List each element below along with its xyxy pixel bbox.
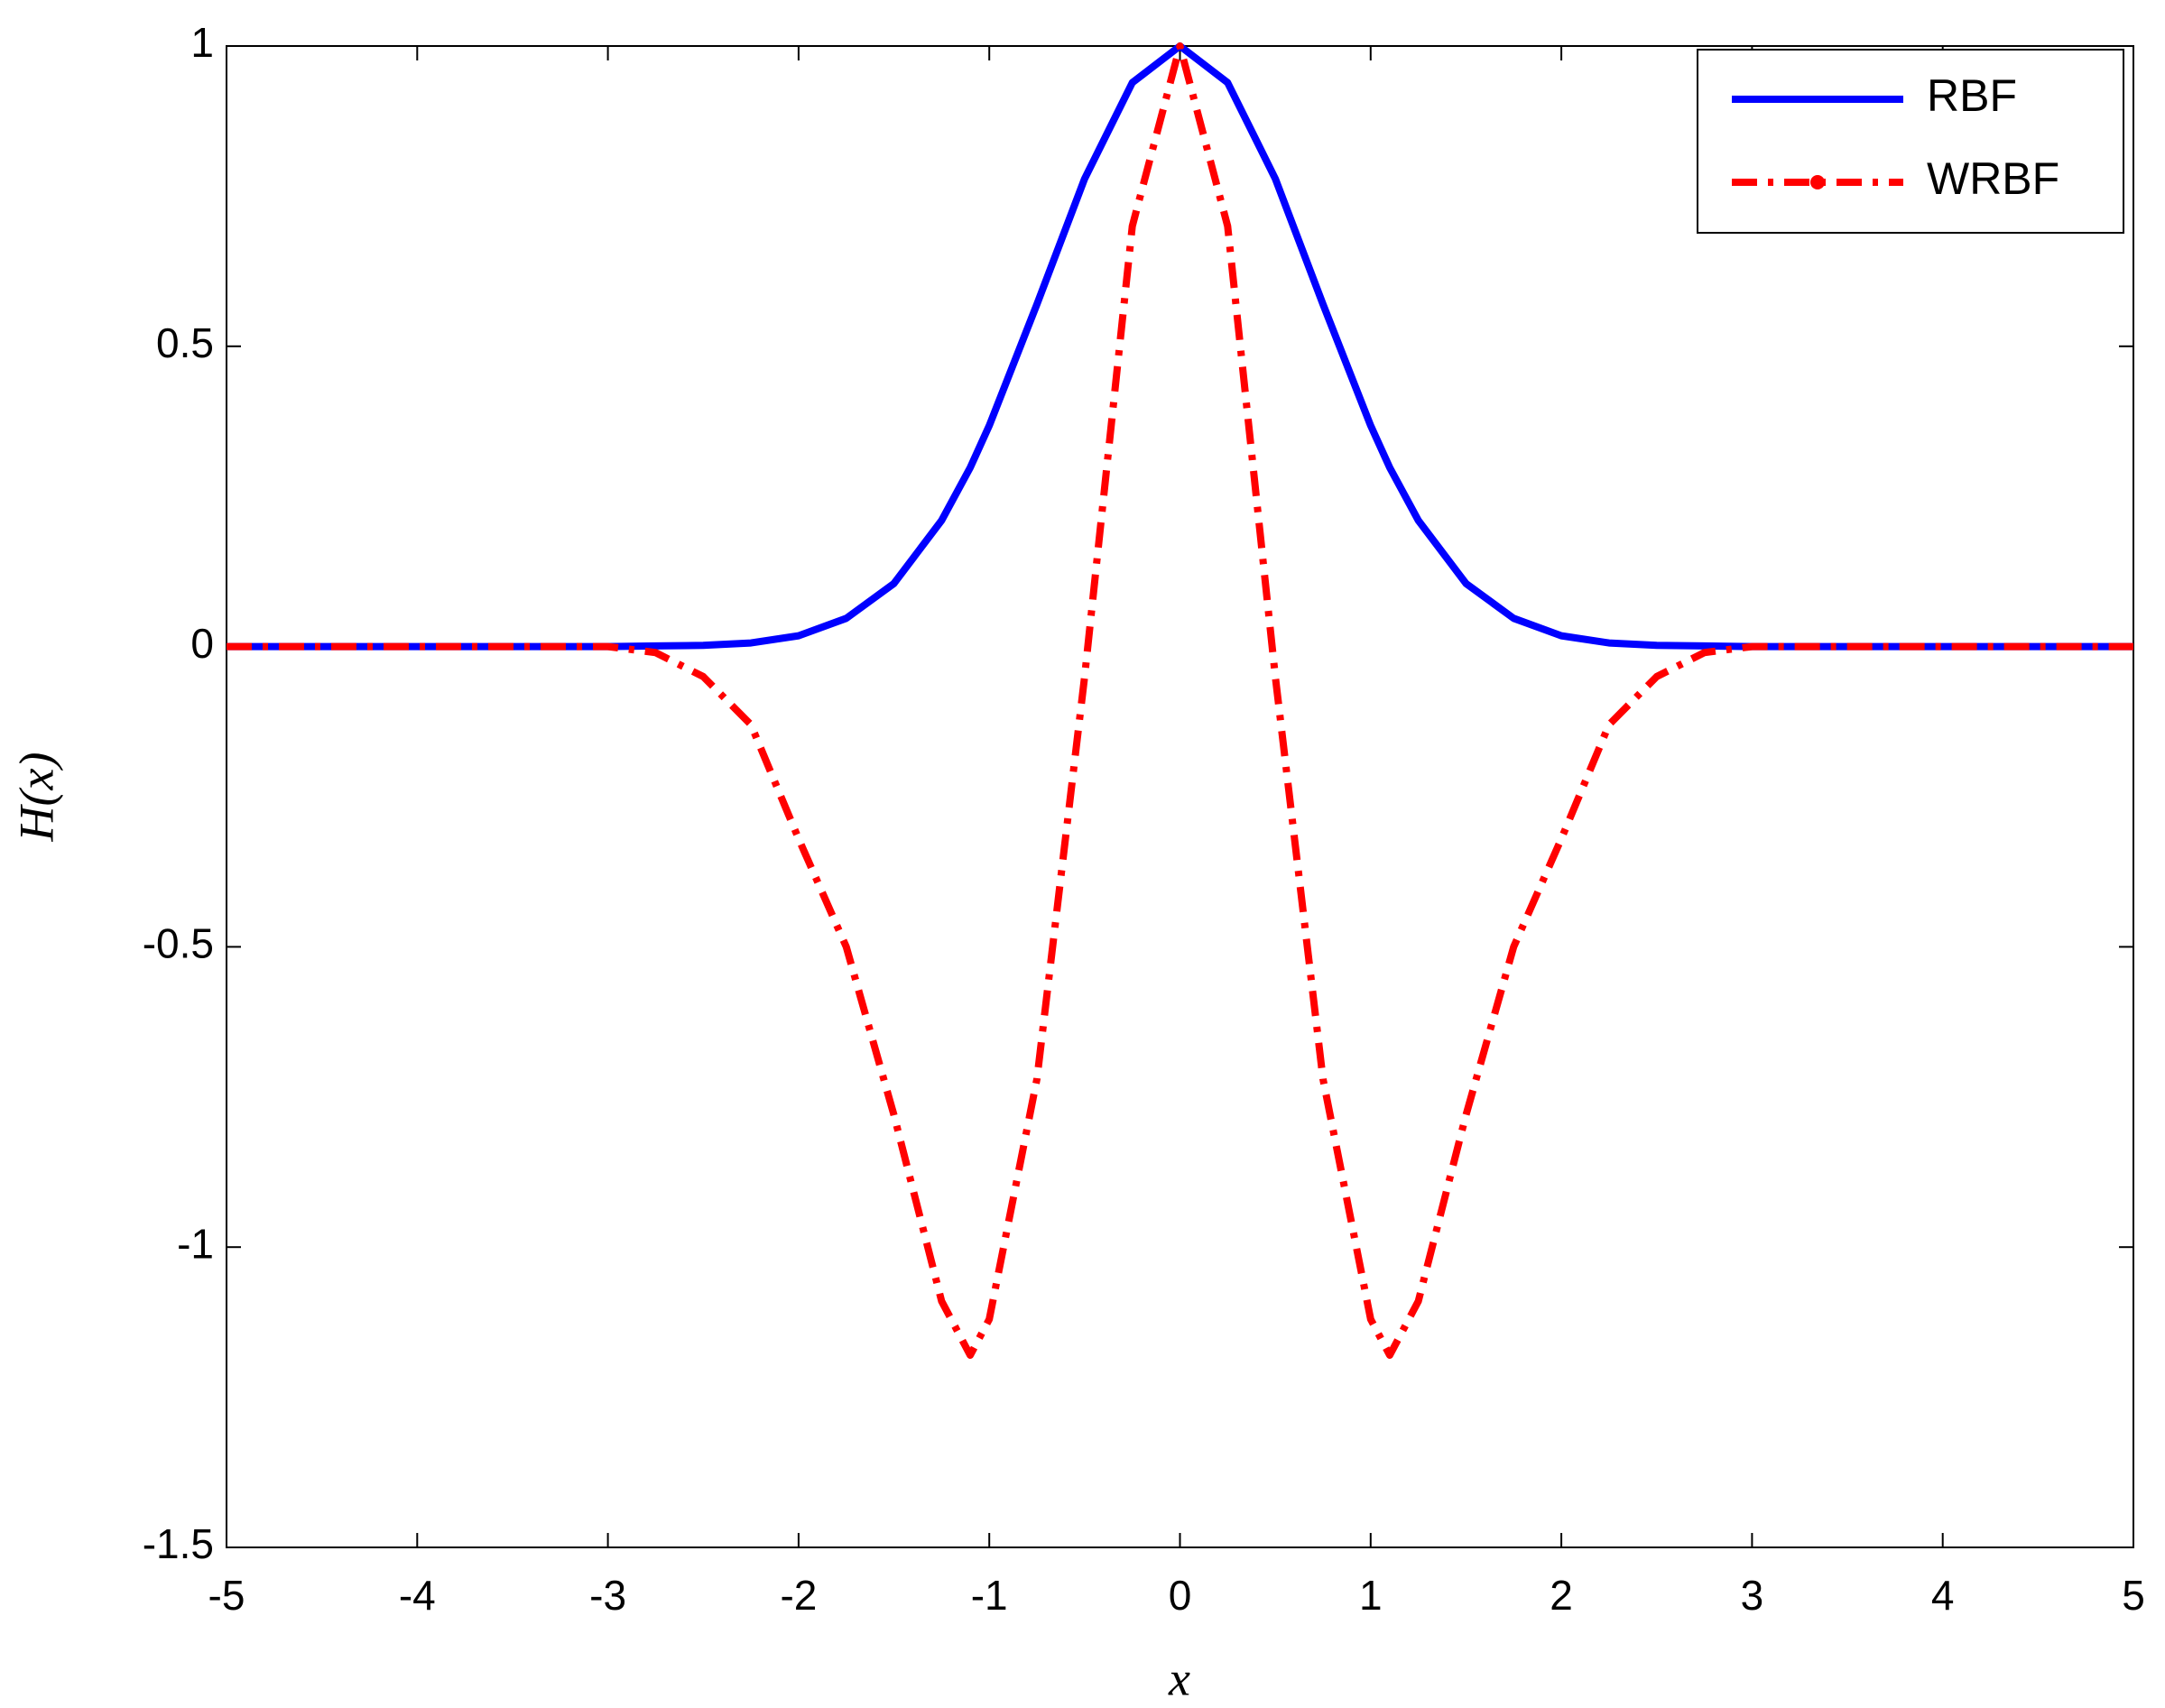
x-tick-label: -3 bbox=[589, 1572, 626, 1619]
y-tick-label: -1 bbox=[177, 1220, 214, 1267]
legend-box bbox=[1697, 49, 2124, 234]
x-tick-label: -5 bbox=[208, 1572, 245, 1619]
x-tick-label: -1 bbox=[971, 1572, 1008, 1619]
y-tick-label: -0.5 bbox=[143, 920, 214, 967]
y-tick-label: 0 bbox=[190, 620, 214, 667]
series-line bbox=[227, 42, 2133, 1360]
legend-label: WRBF bbox=[1927, 153, 2059, 204]
x-tick-label: 2 bbox=[1550, 1572, 1573, 1619]
x-tick-label: 5 bbox=[2122, 1572, 2145, 1619]
x-axis-label: x bbox=[1168, 1651, 1190, 1705]
x-tick-label: 4 bbox=[1931, 1572, 1955, 1619]
legend-marker bbox=[1810, 175, 1825, 189]
y-tick-label: -1.5 bbox=[143, 1520, 214, 1567]
x-tick-label: -4 bbox=[399, 1572, 436, 1619]
y-tick-label: 1 bbox=[190, 19, 214, 66]
x-tick-label: -2 bbox=[780, 1572, 817, 1619]
y-axis-label: H(x) bbox=[9, 752, 63, 843]
x-tick-label: 0 bbox=[1169, 1572, 1192, 1619]
plot-frame bbox=[226, 45, 2134, 1548]
y-tick-label: 0.5 bbox=[156, 319, 214, 366]
x-tick-label: 3 bbox=[1741, 1572, 1764, 1619]
x-tick-label: 1 bbox=[1359, 1572, 1383, 1619]
legend-label: RBF bbox=[1927, 70, 2017, 121]
